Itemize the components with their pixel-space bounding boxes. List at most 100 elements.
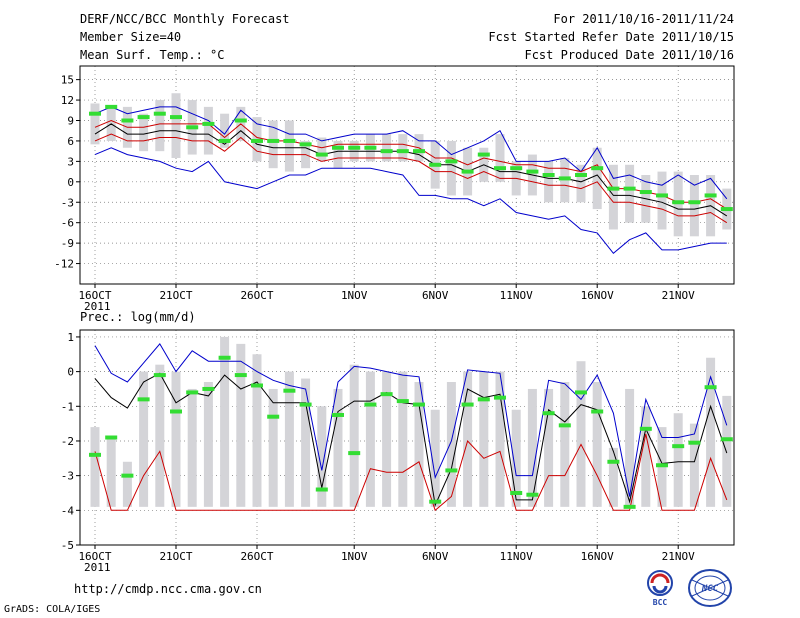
- range-bar: [333, 140, 343, 169]
- range-bar: [689, 175, 699, 237]
- median-marker: [234, 118, 247, 123]
- y-tick-label: 6: [67, 135, 74, 148]
- median-marker: [623, 186, 636, 191]
- ncc-logo: NCC: [688, 569, 732, 607]
- ensemble-mean-line: [94, 123, 728, 217]
- range-bar: [317, 406, 327, 507]
- range-bar: [333, 388, 343, 507]
- range-bar: [171, 371, 181, 507]
- median-marker: [267, 414, 280, 419]
- median-marker: [477, 397, 490, 402]
- x-tick-label: 6NOV: [422, 550, 449, 563]
- range-bar: [463, 371, 473, 507]
- median-marker: [202, 121, 215, 126]
- y-tick-label: -4: [61, 504, 75, 517]
- median-marker: [575, 173, 587, 177]
- range-bar: [414, 382, 424, 507]
- median-marker: [105, 104, 118, 109]
- range-bar: [511, 409, 521, 507]
- range-bar: [187, 388, 197, 507]
- median-marker: [153, 111, 166, 116]
- upper-spread-line: [94, 119, 728, 210]
- lower-spread-line: [94, 133, 728, 224]
- range-bar: [625, 164, 635, 223]
- bcc-logo: BCC: [647, 570, 673, 607]
- range-bar: [576, 164, 586, 203]
- median-marker: [105, 435, 118, 440]
- median-marker: [283, 138, 296, 143]
- median-marker: [348, 145, 361, 150]
- y-tick-label: 12: [61, 94, 74, 107]
- median-marker: [510, 166, 523, 171]
- median-marker: [170, 409, 182, 414]
- median-marker: [299, 142, 312, 147]
- range-bar: [139, 113, 149, 152]
- ncc-logo-text: NCC: [701, 584, 719, 594]
- y-tick-label: 1: [67, 331, 74, 344]
- range-bar: [446, 382, 456, 507]
- range-bar: [317, 137, 327, 162]
- temperature-panel: 15 12 9 6 3 0 -3 -6 -9 -12 16OCT 21OCT 26OCT 1NOV 6NOV…: [54, 65, 735, 313]
- grads-credit: GrADS: COLA/IGES: [4, 604, 101, 615]
- range-bar: [398, 134, 408, 162]
- median-marker: [396, 149, 409, 154]
- plot-frame: [79, 329, 735, 546]
- y-tick-label: 0: [67, 176, 74, 189]
- range-bar: [544, 388, 554, 507]
- median-marker: [89, 452, 101, 457]
- range-bar: [268, 120, 278, 169]
- median-marker: [380, 149, 393, 154]
- median-marker: [688, 200, 701, 205]
- median-marker: [720, 207, 733, 212]
- median-marker: [413, 149, 425, 154]
- member-size-label: Member Size=40: [80, 30, 182, 44]
- range-bar: [252, 354, 262, 507]
- y-tick-label: 15: [61, 74, 74, 87]
- range-bar: [576, 361, 586, 507]
- range-bar: [171, 93, 181, 158]
- median-marker: [186, 125, 199, 130]
- median-marker: [591, 409, 604, 414]
- median-marker: [542, 173, 555, 177]
- median-marker: [364, 145, 377, 150]
- y-tick-label: 3: [67, 155, 74, 168]
- range-bar: [203, 382, 213, 507]
- range-bar: [284, 120, 294, 172]
- median-marker: [672, 200, 685, 205]
- x-tick-label: 16OCT: [78, 550, 111, 563]
- range-bar: [560, 382, 570, 507]
- median-marker: [121, 473, 134, 478]
- range-bar: [139, 371, 149, 507]
- precipitation-title: Prec.: log(mm/d): [80, 310, 196, 324]
- precipitation-panel: 1 0 -1 -2 -3 -4 -5 16OCT 21OCT 26OCT 1NOV 6NOV 11NOV…: [61, 329, 735, 574]
- range-bar: [608, 164, 618, 230]
- plot-frame: [79, 65, 735, 285]
- x-tick-label: 16OCT: [78, 289, 111, 302]
- y-tick-label: -12: [54, 258, 74, 271]
- range-bar: [365, 371, 375, 507]
- lower-spread-line: [94, 433, 728, 512]
- range-bar: [430, 409, 440, 507]
- median-marker: [218, 138, 231, 143]
- source-url-link[interactable]: http://cmdp.ncc.cma.gov.cn: [74, 582, 262, 596]
- range-bar: [382, 371, 392, 507]
- range-bar: [301, 378, 311, 507]
- range-bar: [625, 388, 635, 507]
- median-marker: [251, 383, 263, 388]
- median-marker: [429, 162, 442, 167]
- produced-date-label: Fcst Produced Date 2011/10/16: [524, 48, 734, 62]
- median-marker: [170, 115, 182, 120]
- range-bar: [689, 423, 699, 507]
- range-bar: [641, 406, 651, 507]
- range-bar: [349, 364, 359, 507]
- range-bar: [90, 427, 100, 507]
- x-tick-label: 21OCT: [159, 550, 192, 563]
- chart-title: DERF/NCC/BCC Monthly Forecast: [80, 12, 290, 26]
- median-marker: [607, 459, 620, 464]
- range-bar: [592, 147, 602, 210]
- y-tick-label: -9: [61, 237, 74, 250]
- median-marker: [688, 440, 701, 445]
- range-bar: [592, 382, 602, 507]
- y-tick-label: -3: [61, 470, 74, 483]
- y-tick-label: -6: [61, 217, 74, 230]
